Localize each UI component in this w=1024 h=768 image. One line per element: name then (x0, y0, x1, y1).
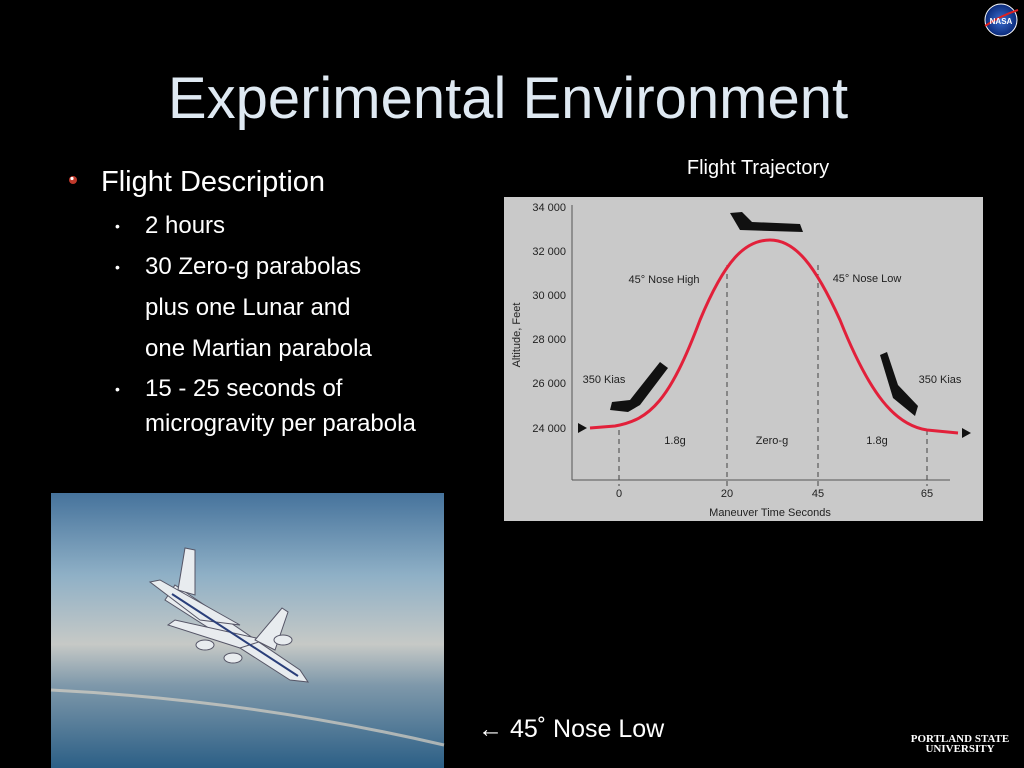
bullet-item: 30 Zero-g parabolas (145, 253, 361, 280)
annotation: 45° Nose Low (833, 273, 902, 285)
annotation: Zero-g (756, 435, 788, 447)
y-tick-label: 32 000 (532, 246, 566, 258)
psu-line1: PORTLAND STATE (911, 733, 1010, 745)
figure-caption: Flight Trajectory (687, 157, 829, 179)
svg-text:•: • (115, 259, 120, 275)
nasa-text: NASA (990, 17, 1013, 26)
annotation: 350 Kias (583, 374, 626, 386)
y-tick-label: 26 000 (532, 378, 566, 390)
annotation: 1.8g (664, 435, 685, 447)
plane-icon (730, 212, 803, 232)
bullet-item: microgravity per parabola (145, 410, 416, 437)
y-tick-label: 24 000 (532, 423, 566, 435)
plane-icon (880, 352, 918, 416)
x-tick-label: 0 (616, 488, 622, 500)
annotation: 45° Nose High (628, 274, 699, 286)
trajectory-curve (589, 238, 959, 435)
bullet-item: 2 hours (145, 212, 225, 239)
trajectory-figure: 34 000 32 000 30 000 28 000 26 000 24 00… (504, 197, 983, 521)
annotation: 350 Kias (919, 374, 962, 386)
x-axis-label: Maneuver Time Seconds (709, 507, 831, 519)
bullet-list: Flight Description • 2 hours • 30 Zero-g… (69, 166, 416, 437)
y-axis-label: Altitude, Feet (511, 303, 523, 368)
nasa-logo: NASA (984, 3, 1019, 37)
bullet-item: 15 - 25 seconds of (145, 375, 343, 402)
y-tick-label: 28 000 (532, 334, 566, 346)
svg-text:•: • (115, 218, 120, 234)
bullet-icon (69, 176, 77, 184)
photo-caption: ← 45˚ Nose Low (478, 715, 665, 743)
svg-text:•: • (115, 381, 120, 397)
plane-icon (610, 362, 668, 412)
psu-logo: PORTLAND STATE UNIVERSITY (911, 733, 1010, 755)
bullet-heading: Flight Description (101, 166, 325, 198)
y-tick-label: 34 000 (532, 202, 566, 214)
bullet-item: plus one Lunar and (145, 294, 351, 321)
x-tick-label: 20 (721, 488, 733, 500)
x-tick-label: 45 (812, 488, 824, 500)
slide-title: Experimental Environment (168, 66, 848, 131)
y-tick-label: 30 000 (532, 290, 566, 302)
annotation: 1.8g (866, 435, 887, 447)
bullet-item: one Martian parabola (145, 335, 372, 362)
psu-line2: UNIVERSITY (925, 743, 994, 755)
aircraft-photo (50, 493, 445, 768)
x-tick-label: 65 (921, 488, 933, 500)
